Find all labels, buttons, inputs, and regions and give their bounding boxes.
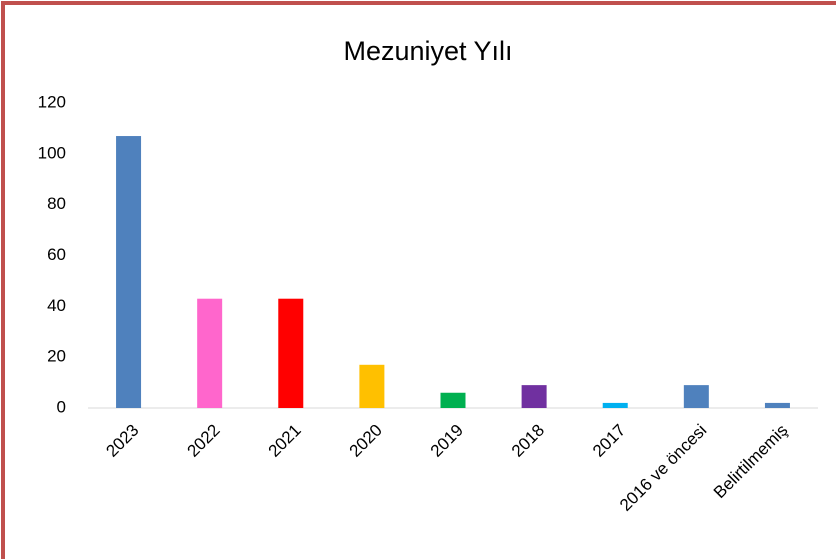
bar [764, 402, 790, 408]
y-tick-label: 0 [57, 397, 66, 416]
x-tick-label: 2023 [102, 421, 142, 461]
x-tick-label: 2019 [427, 421, 467, 461]
x-tick-label: 2020 [346, 421, 386, 461]
y-tick-label: 20 [47, 347, 66, 366]
x-tick-label: Belirtilmemiş [710, 421, 792, 503]
bar [602, 402, 628, 408]
x-tick-label: 2018 [508, 421, 548, 461]
x-tick-label: 2022 [183, 421, 223, 461]
bar [440, 392, 466, 408]
y-tick-label: 40 [47, 296, 66, 315]
bar [683, 385, 709, 408]
y-tick-label: 60 [47, 245, 66, 264]
bar [197, 298, 223, 408]
bar [521, 385, 547, 408]
y-tick-label: 100 [38, 143, 66, 162]
bar [359, 364, 385, 408]
chart-title: Mezuniyet Yılı [343, 36, 512, 66]
x-tick-label: 2016 ve öncesi [616, 421, 710, 515]
x-tick-label: 2017 [589, 421, 629, 461]
y-tick-label: 80 [47, 194, 66, 213]
y-tick-label: 120 [38, 92, 66, 111]
bar [278, 298, 304, 408]
bar [116, 136, 142, 408]
x-tick-label: 2021 [265, 421, 305, 461]
